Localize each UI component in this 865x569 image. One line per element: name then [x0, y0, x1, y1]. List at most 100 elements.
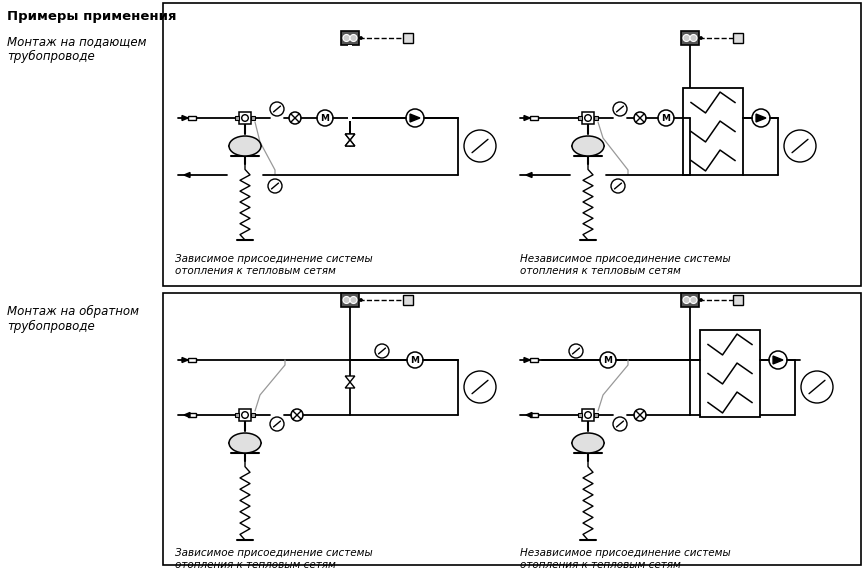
Polygon shape [773, 356, 783, 364]
Circle shape [683, 35, 690, 42]
Bar [681, 293, 699, 307]
Bar [235, 116, 239, 120]
Circle shape [241, 115, 248, 121]
Polygon shape [184, 413, 190, 418]
Polygon shape [524, 116, 530, 121]
Bar [163, 3, 861, 286]
Circle shape [658, 110, 674, 126]
Bar [578, 116, 582, 120]
Bar [530, 358, 538, 362]
Text: Независимое присоединение системы
отопления к тепловым сетям: Независимое присоединение системы отопле… [520, 254, 731, 275]
Polygon shape [526, 172, 532, 178]
Circle shape [464, 130, 496, 162]
Polygon shape [526, 413, 532, 418]
Circle shape [700, 36, 702, 39]
Circle shape [700, 299, 702, 302]
Circle shape [690, 296, 697, 303]
Circle shape [375, 344, 389, 358]
Circle shape [360, 299, 362, 302]
Bar [188, 413, 196, 417]
Polygon shape [182, 116, 188, 121]
Bar [251, 413, 255, 417]
Text: M: M [604, 356, 612, 365]
Circle shape [752, 109, 770, 127]
Text: Монтаж на подающем
трубопроводе: Монтаж на подающем трубопроводе [7, 35, 146, 63]
Circle shape [343, 296, 350, 303]
Bar [251, 116, 255, 120]
Bar [188, 358, 196, 362]
Circle shape [343, 35, 350, 42]
Circle shape [289, 112, 301, 124]
Circle shape [406, 109, 424, 127]
Circle shape [784, 130, 816, 162]
Bar [341, 31, 359, 45]
Circle shape [270, 102, 284, 116]
Text: Зависимое присоединение системы
отопления к тепловым сетям: Зависимое присоединение системы отоплени… [175, 254, 373, 275]
Bar [341, 293, 359, 307]
Circle shape [241, 412, 248, 418]
Bar [582, 409, 594, 421]
Polygon shape [345, 134, 355, 140]
Bar [188, 116, 196, 120]
Circle shape [350, 296, 357, 303]
Text: M: M [411, 356, 420, 365]
Polygon shape [184, 172, 190, 178]
Circle shape [769, 351, 787, 369]
Bar [681, 31, 699, 45]
Text: Монтаж на обратном
трубопроводе: Монтаж на обратном трубопроводе [7, 305, 139, 333]
Polygon shape [345, 376, 355, 382]
Bar [235, 413, 239, 417]
Circle shape [464, 371, 496, 403]
Circle shape [611, 179, 625, 193]
Circle shape [634, 409, 646, 421]
Ellipse shape [572, 136, 604, 156]
Bar [700, 330, 760, 417]
Circle shape [291, 409, 303, 421]
Circle shape [360, 36, 362, 39]
Bar [239, 409, 251, 421]
Bar [582, 112, 594, 124]
Polygon shape [524, 357, 530, 362]
Circle shape [690, 35, 697, 42]
Polygon shape [756, 114, 766, 122]
Bar [733, 295, 743, 305]
Ellipse shape [229, 136, 261, 156]
Text: Независимое присоединение системы
отопления к тепловым сетям: Независимое присоединение системы отопле… [520, 548, 731, 569]
Bar [348, 45, 352, 121]
Bar [683, 88, 743, 175]
Polygon shape [345, 140, 355, 146]
Bar [594, 116, 598, 120]
Bar [733, 33, 743, 43]
Circle shape [569, 344, 583, 358]
Bar [594, 413, 598, 417]
Circle shape [801, 371, 833, 403]
Circle shape [350, 35, 357, 42]
Circle shape [585, 412, 592, 418]
Bar [403, 295, 413, 305]
Circle shape [634, 112, 646, 124]
Text: Примеры применения: Примеры применения [7, 10, 176, 23]
Polygon shape [345, 140, 355, 146]
Circle shape [600, 352, 616, 368]
Ellipse shape [229, 433, 261, 453]
Polygon shape [410, 114, 420, 122]
Bar [578, 413, 582, 417]
Bar [403, 33, 413, 43]
Circle shape [613, 417, 627, 431]
Polygon shape [182, 357, 188, 362]
Text: M: M [662, 113, 670, 122]
Circle shape [270, 417, 284, 431]
Bar [239, 112, 251, 124]
Bar [163, 293, 861, 565]
Bar [530, 413, 538, 417]
Circle shape [585, 115, 592, 121]
Circle shape [683, 296, 690, 303]
Text: M: M [321, 113, 330, 122]
Ellipse shape [572, 433, 604, 453]
Circle shape [407, 352, 423, 368]
Polygon shape [345, 382, 355, 388]
Bar [530, 116, 538, 120]
Circle shape [317, 110, 333, 126]
Circle shape [613, 102, 627, 116]
Text: Зависимое присоединение системы
отопления к тепловым сетям: Зависимое присоединение системы отоплени… [175, 548, 373, 569]
